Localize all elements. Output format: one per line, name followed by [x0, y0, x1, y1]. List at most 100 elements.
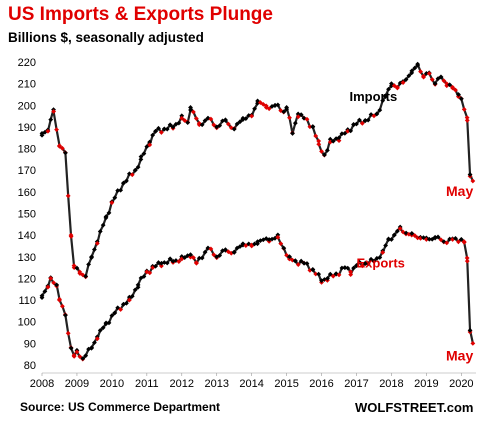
data-point — [295, 262, 301, 267]
data-point — [45, 128, 51, 134]
data-point — [292, 120, 298, 126]
data-point — [354, 263, 359, 268]
data-point — [386, 237, 392, 242]
data-point — [138, 156, 144, 162]
data-point — [150, 132, 156, 138]
data-point — [348, 269, 353, 275]
data-point — [304, 261, 310, 266]
data-point — [359, 120, 365, 126]
data-point — [365, 117, 371, 123]
data-point — [345, 128, 351, 134]
data-point — [252, 241, 257, 247]
data-point — [57, 297, 62, 303]
data-point — [386, 86, 391, 92]
data-point — [68, 234, 74, 239]
data-point — [357, 117, 362, 123]
data-point — [211, 122, 217, 128]
data-point — [240, 115, 246, 121]
data-point — [126, 171, 132, 177]
data-point — [412, 65, 418, 71]
x-tick-label: 2017 — [344, 378, 368, 390]
data-point — [461, 106, 467, 112]
data-point — [450, 85, 455, 91]
data-point — [400, 80, 406, 85]
data-point — [129, 293, 135, 299]
data-point — [176, 259, 182, 264]
series-line-exports — [40, 225, 474, 361]
brand-label: WOLFSTREET.com — [355, 400, 474, 415]
data-point — [336, 272, 342, 278]
data-point — [89, 345, 95, 351]
data-point — [380, 98, 386, 104]
data-point — [380, 250, 386, 255]
tick-labels: 80 90 100 110 120 130 140 150 160 170 180 190 200 210… — [18, 57, 474, 390]
data-point — [412, 233, 418, 238]
data-point — [324, 147, 330, 153]
data-point — [118, 307, 124, 312]
data-point — [48, 117, 54, 123]
data-point — [196, 255, 202, 261]
data-point — [132, 287, 138, 293]
data-point — [86, 261, 91, 267]
data-point — [342, 130, 348, 136]
data-point — [170, 124, 176, 130]
data-point — [377, 255, 383, 260]
x-tick-label: 2009 — [65, 378, 89, 390]
y-tick-label: 160 — [18, 187, 36, 199]
data-point — [249, 113, 255, 119]
data-point — [357, 259, 362, 265]
data-point — [243, 243, 249, 248]
x-tick-label: 2008 — [30, 378, 54, 390]
chart-title: US Imports & Exports Plunge — [8, 4, 273, 25]
data-point — [191, 109, 196, 115]
data-point — [421, 235, 426, 241]
data-point — [348, 128, 354, 134]
data-point — [246, 241, 252, 247]
data-point — [287, 254, 292, 259]
data-point — [295, 114, 301, 120]
data-point — [345, 265, 351, 271]
data-point — [389, 81, 394, 87]
data-point — [368, 256, 374, 262]
data-point — [272, 102, 278, 108]
plot-area — [39, 61, 476, 362]
data-point — [188, 105, 193, 110]
data-point — [92, 247, 97, 252]
data-point — [275, 232, 281, 238]
data-point — [164, 126, 170, 132]
data-point — [432, 81, 438, 87]
data-point — [68, 345, 74, 351]
data-point — [100, 222, 106, 228]
annotation-imports: Imports — [350, 89, 398, 104]
data-point — [421, 74, 426, 80]
data-point — [147, 139, 153, 145]
data-point — [182, 118, 188, 123]
data-point — [208, 246, 214, 252]
data-point — [458, 237, 464, 242]
data-point — [316, 138, 322, 144]
data-point — [377, 107, 383, 113]
data-point — [246, 113, 252, 118]
data-point — [394, 85, 400, 91]
data-point — [237, 244, 243, 249]
data-point — [325, 276, 330, 281]
x-tick-label: 2018 — [379, 378, 403, 390]
data-point — [220, 248, 225, 254]
data-point — [188, 107, 193, 113]
data-point — [415, 61, 421, 67]
x-tick-label: 2013 — [204, 378, 228, 390]
data-point — [310, 267, 316, 273]
y-tick-label: 190 — [18, 122, 36, 134]
source-note: Source: US Commerce Department — [20, 400, 221, 414]
data-point — [182, 255, 188, 260]
data-point — [59, 145, 65, 151]
data-point — [418, 235, 423, 241]
data-point — [141, 151, 147, 157]
data-point — [438, 237, 444, 243]
data-point — [298, 258, 304, 264]
data-point — [153, 263, 158, 269]
data-point — [464, 258, 470, 264]
data-point — [65, 330, 71, 336]
data-point — [217, 253, 223, 258]
